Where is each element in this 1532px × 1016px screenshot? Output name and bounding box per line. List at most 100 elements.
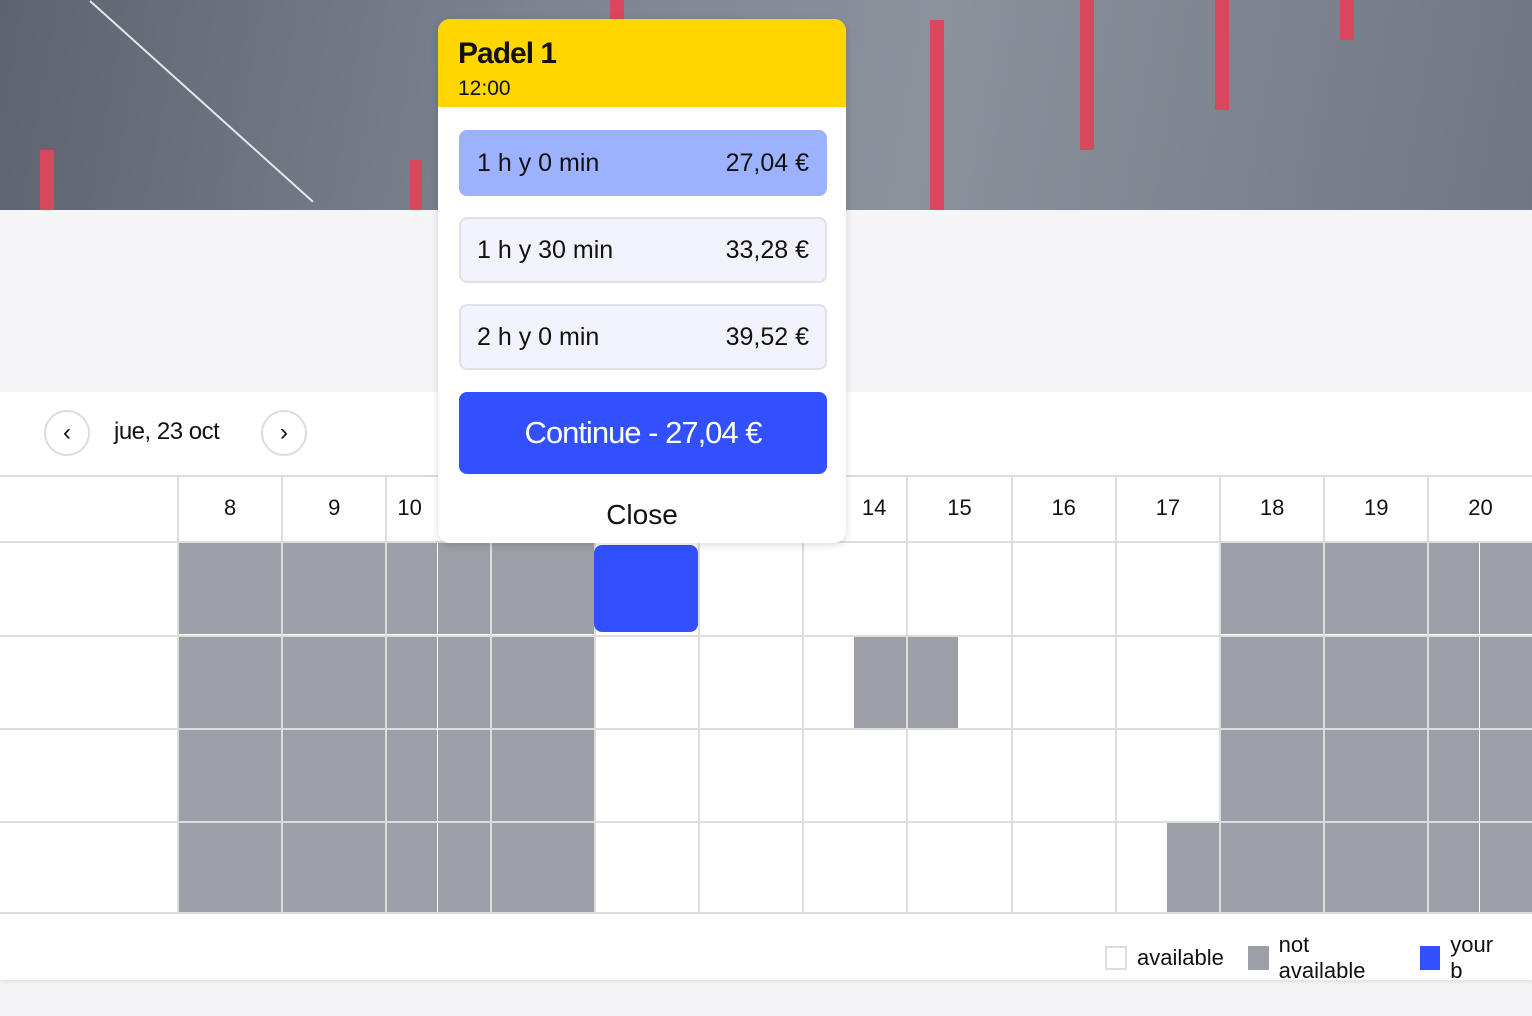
available-slot[interactable] (1010, 541, 1063, 634)
available-slot[interactable] (1010, 728, 1063, 821)
available-slot[interactable] (1114, 635, 1167, 728)
available-slot[interactable] (698, 541, 751, 634)
available-slot[interactable] (750, 635, 803, 728)
unavailable-slot (1219, 541, 1272, 634)
not-available-swatch (1247, 946, 1269, 970)
unavailable-slot (541, 821, 594, 914)
available-slot[interactable] (1062, 821, 1115, 914)
unavailable-slot (281, 821, 334, 914)
available-slot[interactable] (958, 728, 1011, 821)
available-slot[interactable] (1166, 635, 1219, 728)
available-slot[interactable] (1062, 635, 1115, 728)
available-slot[interactable] (1062, 541, 1115, 634)
available-slot[interactable] (645, 635, 698, 728)
unavailable-slot (1271, 635, 1324, 728)
available-slot[interactable] (750, 821, 803, 914)
available-slot[interactable] (1114, 728, 1167, 821)
legend-available: available (1105, 945, 1224, 971)
available-slot[interactable] (1166, 541, 1219, 634)
available-slot[interactable] (698, 728, 751, 821)
legend-your-booking: your b (1419, 932, 1508, 984)
available-slot[interactable] (750, 728, 803, 821)
unavailable-slot (1427, 821, 1480, 914)
grid-line (0, 728, 1532, 730)
unavailable-slot (541, 541, 594, 634)
unavailable-slot (385, 541, 438, 634)
available-slot[interactable] (750, 541, 803, 634)
next-day-button[interactable]: › (261, 410, 307, 456)
unavailable-slot (177, 541, 230, 634)
unavailable-slot (385, 821, 438, 914)
grid-line (0, 912, 1532, 914)
legend: available not available your b (1105, 932, 1532, 984)
hour-header: 18 (1219, 475, 1323, 541)
unavailable-slot (333, 821, 386, 914)
duration-option[interactable]: 1 h y 0 min 27,04 € (459, 130, 827, 196)
unavailable-slot (1427, 635, 1480, 728)
available-slot[interactable] (854, 541, 907, 634)
unavailable-slot (906, 635, 959, 728)
fence-post (1215, 0, 1229, 110)
unavailable-slot (437, 635, 490, 728)
unavailable-slot (1479, 821, 1532, 914)
continue-button[interactable]: Continue - 27,04 € (459, 392, 827, 474)
grid-line (698, 475, 700, 913)
available-slot[interactable] (906, 728, 959, 821)
available-slot[interactable] (802, 728, 855, 821)
unavailable-slot (489, 728, 542, 821)
legend-label: your b (1450, 932, 1494, 983)
prev-day-button[interactable]: ‹ (44, 410, 90, 456)
unavailable-slot (281, 728, 334, 821)
grid-line (0, 635, 1532, 637)
start-time: 12:00 (458, 77, 511, 100)
unavailable-slot (1375, 728, 1428, 821)
booking-slot[interactable] (593, 545, 698, 632)
unavailable-slot (177, 635, 230, 728)
available-slot[interactable] (698, 821, 751, 914)
available-slot[interactable] (1010, 635, 1063, 728)
available-slot[interactable] (1114, 821, 1167, 914)
available-slot[interactable] (802, 821, 855, 914)
available-slot[interactable] (1062, 728, 1115, 821)
grid-line (177, 475, 179, 913)
available-slot[interactable] (593, 635, 646, 728)
duration-option[interactable]: 2 h y 0 min 39,52 € (459, 304, 827, 370)
price: 27,04 € (725, 148, 809, 177)
grid-line (0, 821, 1532, 823)
unavailable-slot (1271, 541, 1324, 634)
availability-grid: 8 9 10 14 15 16 17 18 19 20 (0, 475, 1532, 914)
unavailable-slot (1427, 728, 1480, 821)
available-slot[interactable] (958, 541, 1011, 634)
available-slot[interactable] (802, 635, 855, 728)
fence-post (40, 150, 54, 210)
grid-line (802, 475, 805, 913)
available-slot[interactable] (906, 821, 959, 914)
available-slot[interactable] (854, 728, 907, 821)
hour-header: 19 (1323, 475, 1427, 541)
available-slot[interactable] (593, 728, 646, 821)
available-slot[interactable] (1114, 541, 1167, 634)
unavailable-slot (437, 541, 490, 634)
available-slot[interactable] (645, 728, 698, 821)
duration: 1 h y 30 min (477, 235, 614, 264)
unavailable-slot (1219, 821, 1272, 914)
available-slot[interactable] (698, 635, 751, 728)
unavailable-slot (1323, 635, 1376, 728)
duration-option[interactable]: 1 h y 30 min 33,28 € (459, 217, 827, 283)
available-slot[interactable] (906, 541, 959, 634)
available-swatch (1105, 946, 1127, 970)
unavailable-slot (229, 541, 282, 634)
available-slot[interactable] (1166, 728, 1219, 821)
unavailable-slot (489, 541, 542, 634)
unavailable-slot (177, 728, 230, 821)
close-button[interactable]: Close (606, 499, 678, 530)
available-slot[interactable] (593, 821, 646, 914)
unavailable-slot (1323, 821, 1376, 914)
available-slot[interactable] (802, 541, 855, 634)
unavailable-slot (1271, 728, 1324, 821)
available-slot[interactable] (1010, 821, 1063, 914)
available-slot[interactable] (958, 635, 1011, 728)
available-slot[interactable] (854, 821, 907, 914)
available-slot[interactable] (645, 821, 698, 914)
available-slot[interactable] (958, 821, 1011, 914)
